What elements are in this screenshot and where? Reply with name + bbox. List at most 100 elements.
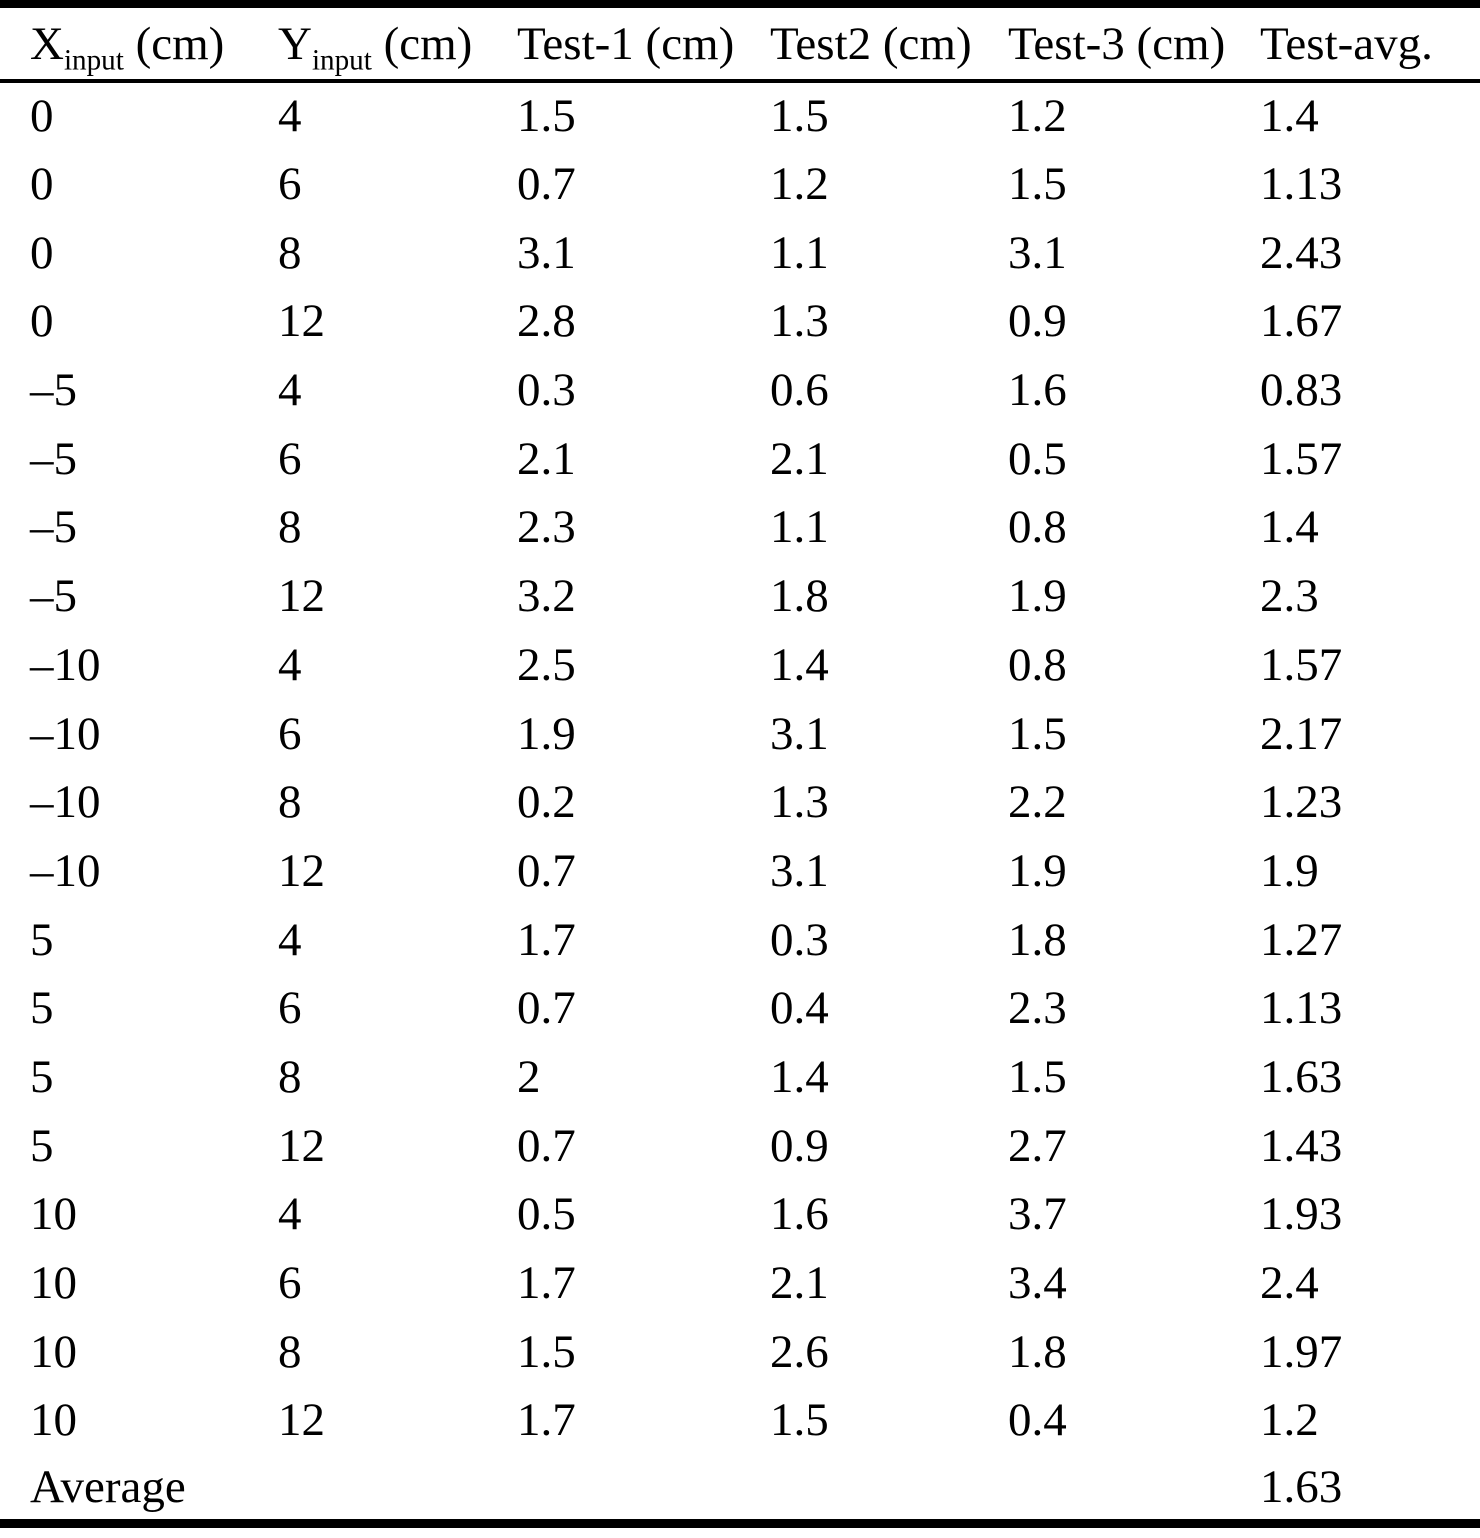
table-cell: –10	[30, 776, 101, 829]
table-cell: 2.2	[1008, 776, 1067, 829]
table-cell: 2.4	[1260, 1257, 1319, 1310]
table-cell: 8	[278, 226, 302, 279]
table-cell: 0.7	[517, 1119, 576, 1172]
table-row: 10 4 0.5 1.6 3.7 1.93	[0, 1180, 1480, 1249]
table-cell: 1.9	[517, 707, 576, 760]
table-row: 5 12 0.7 0.9 2.7 1.43	[0, 1111, 1480, 1180]
table-cell: 1.2	[1008, 90, 1067, 143]
table-cell: 4	[278, 638, 302, 691]
table-cell: 3.1	[517, 226, 576, 279]
table-cell: 0.83	[1260, 364, 1343, 417]
table-cell: 1.2	[1260, 1394, 1319, 1447]
table-cell: 2	[517, 1050, 541, 1103]
average-value: 1.63	[1260, 1460, 1343, 1513]
table-cell: 2.3	[1260, 570, 1319, 623]
average-row: Average 1.63	[0, 1455, 1480, 1524]
table-cell: 1.5	[770, 1394, 829, 1447]
table-body: 0 4 1.5 1.5 1.2 1.4 0 6 0.7 1.2 1.5 1.13 0 8 3.1 1.1 3.1…	[0, 81, 1480, 1523]
table-cell: 1.8	[1008, 913, 1067, 966]
table-cell: 5	[30, 1119, 54, 1172]
column-header-unit: (cm)	[371, 17, 473, 70]
table-cell: 1.5	[1008, 1050, 1067, 1103]
table-cell: 1.1	[770, 501, 829, 554]
table-cell: 4	[278, 913, 302, 966]
table-cell: 10	[30, 1325, 77, 1378]
table-row: 0 4 1.5 1.5 1.2 1.4	[0, 81, 1480, 150]
table-cell: 8	[278, 1050, 302, 1103]
table-cell: 1.4	[1260, 90, 1319, 143]
table-cell: 0.4	[770, 982, 829, 1035]
table-cell: 3.7	[1008, 1188, 1067, 1241]
table-cell: 1.6	[1008, 364, 1067, 417]
table-cell: 1.63	[1260, 1050, 1343, 1103]
table-cell: 0	[30, 158, 54, 211]
table-row: –5 12 3.2 1.8 1.9 2.3	[0, 562, 1480, 631]
table-cell: 1.4	[770, 1050, 829, 1103]
table-cell: 1.43	[1260, 1119, 1343, 1172]
table-row: 10 8 1.5 2.6 1.8 1.97	[0, 1317, 1480, 1386]
table-cell: 1.13	[1260, 982, 1343, 1035]
table-cell: 1.97	[1260, 1325, 1343, 1378]
table-cell: 1.6	[770, 1188, 829, 1241]
column-header-subscript: input	[311, 43, 372, 76]
table-cell: 2.6	[770, 1325, 829, 1378]
column-header: Test-3 (cm)	[1008, 17, 1226, 70]
table-cell: 8	[278, 776, 302, 829]
table-cell: 1.9	[1008, 570, 1067, 623]
table-cell: 0.7	[517, 982, 576, 1035]
empty-cell	[487, 1455, 740, 1524]
table-cell: 5	[30, 982, 54, 1035]
table-cell: 1.4	[1260, 501, 1319, 554]
table-cell: 3.1	[770, 844, 829, 897]
table-cell: 0.3	[770, 913, 829, 966]
table-header: Xinput (cm) Yinput (cm) Test-1 (cm) Test2 (…	[0, 4, 1480, 81]
empty-cell	[740, 1455, 978, 1524]
table-cell: 8	[278, 1325, 302, 1378]
table-row: 5 8 2 1.4 1.5 1.63	[0, 1043, 1480, 1112]
table-cell: –10	[30, 707, 101, 760]
table-cell: 2.17	[1260, 707, 1343, 760]
table-cell: –5	[30, 501, 77, 554]
table-cell: 1.13	[1260, 158, 1343, 211]
table-cell: 3.1	[1008, 226, 1067, 279]
table-cell: 2.3	[1008, 982, 1067, 1035]
table-cell: 6	[278, 982, 302, 1035]
table-cell: 2.1	[517, 432, 576, 485]
empty-cell	[248, 1455, 487, 1524]
table-cell: 1.5	[1008, 707, 1067, 760]
table-cell: 3.1	[770, 707, 829, 760]
average-label: Average	[30, 1460, 186, 1513]
table-cell: 1.57	[1260, 432, 1343, 485]
table-cell: 3.4	[1008, 1257, 1067, 1310]
table-row: –10 4 2.5 1.4 0.8 1.57	[0, 631, 1480, 700]
table-cell: 1.5	[770, 90, 829, 143]
table-cell: 1.3	[770, 776, 829, 829]
table-cell: 2.3	[517, 501, 576, 554]
table-row: 0 6 0.7 1.2 1.5 1.13	[0, 150, 1480, 219]
table-cell: –5	[30, 364, 77, 417]
table-row: 5 4 1.7 0.3 1.8 1.27	[0, 905, 1480, 974]
table-cell: 0.2	[517, 776, 576, 829]
table-cell: 1.7	[517, 1257, 576, 1310]
table-cell: 8	[278, 501, 302, 554]
table-row: –5 8 2.3 1.1 0.8 1.4	[0, 493, 1480, 562]
table-cell: 6	[278, 707, 302, 760]
table-cell: 5	[30, 1050, 54, 1103]
table-cell: 6	[278, 158, 302, 211]
table-cell: 4	[278, 90, 302, 143]
empty-cell	[978, 1455, 1230, 1524]
table-cell: 1.9	[1260, 844, 1319, 897]
table-cell: 5	[30, 913, 54, 966]
table-cell: 6	[278, 1257, 302, 1310]
table-cell: 1.5	[517, 1325, 576, 1378]
table-cell: 1.2	[770, 158, 829, 211]
table-cell: 1.8	[1008, 1325, 1067, 1378]
table-cell: 2.7	[1008, 1119, 1067, 1172]
table-row: 5 6 0.7 0.4 2.3 1.13	[0, 974, 1480, 1043]
table-cell: 2.5	[517, 638, 576, 691]
column-header-base: Y	[278, 17, 312, 70]
table-row: –10 6 1.9 3.1 1.5 2.17	[0, 699, 1480, 768]
table-cell: 1.27	[1260, 913, 1343, 966]
table-cell: 3.2	[517, 570, 576, 623]
